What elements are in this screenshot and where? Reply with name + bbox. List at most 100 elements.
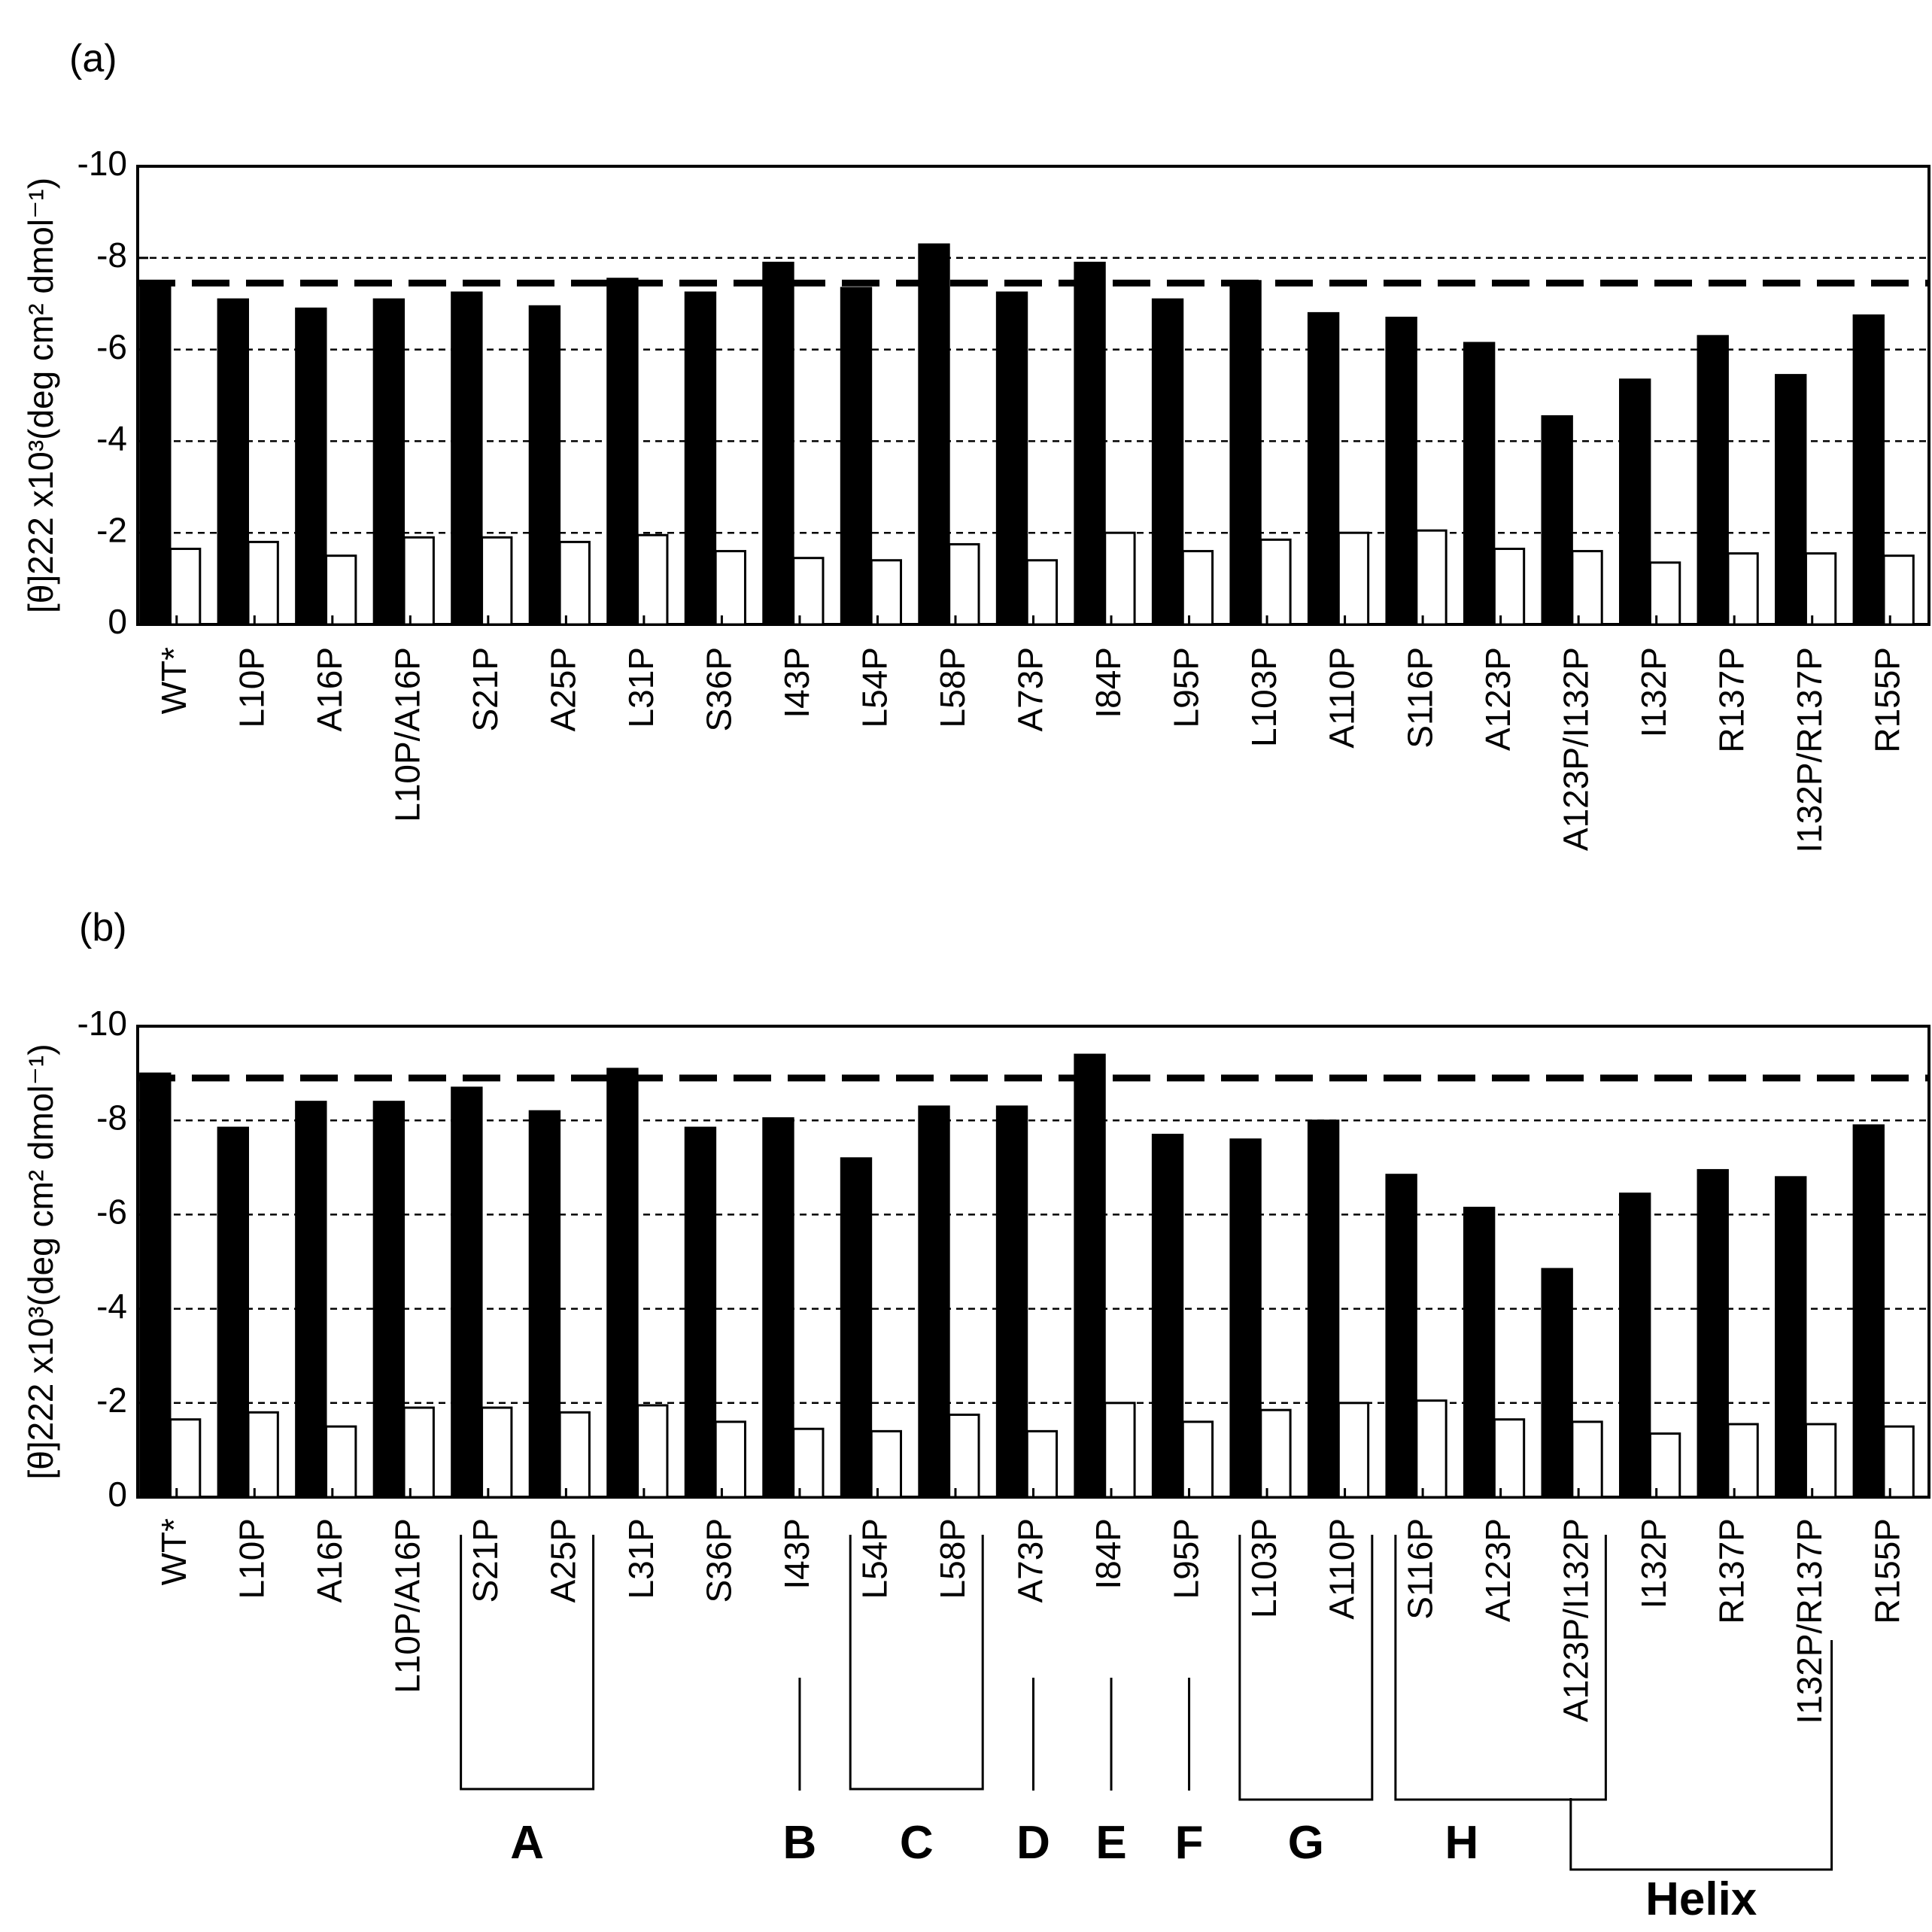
- y-tick-label: -4: [96, 419, 127, 458]
- bar-white: [1571, 550, 1603, 626]
- category-label: R155P: [1867, 647, 1906, 753]
- bar-black: [1619, 1192, 1651, 1498]
- y-tick-label: -8: [96, 235, 127, 275]
- y-tick-label: -10: [77, 1004, 127, 1043]
- bar-black: [840, 287, 873, 625]
- category-label: A25P: [544, 1518, 583, 1603]
- y-axis-label: [θ]222 x10³(deg cm² dmol⁻¹): [21, 178, 60, 613]
- y-tick-label: -6: [96, 1192, 127, 1232]
- bar-white: [1727, 552, 1759, 626]
- bar-white: [1493, 548, 1526, 626]
- category-label: A25P: [544, 647, 583, 732]
- category-label: A73P: [1011, 647, 1050, 732]
- bar-black: [1775, 374, 1807, 625]
- category-label: S116P: [1400, 647, 1439, 749]
- bar-white: [402, 536, 435, 626]
- bar-white: [1025, 1429, 1059, 1499]
- bar-white: [325, 1425, 357, 1499]
- y-tick-label: -4: [96, 1286, 127, 1326]
- bar-black: [1229, 280, 1262, 625]
- group-label: F: [1175, 1817, 1204, 1869]
- bar-black: [1385, 1174, 1417, 1498]
- bar-black: [139, 1072, 172, 1498]
- category-label: S21P: [466, 647, 505, 732]
- bar-white: [1727, 1423, 1759, 1499]
- group-label: Helix: [1645, 1873, 1757, 1925]
- group-label: D: [1016, 1817, 1050, 1869]
- category-label: L58P: [933, 1518, 972, 1599]
- bar-white: [1025, 559, 1059, 626]
- y-axis-label: [θ]222 x10³(deg cm² dmol⁻¹): [21, 1043, 60, 1479]
- bar-white: [1648, 561, 1681, 626]
- bar-black: [1541, 1268, 1573, 1498]
- bar-white: [792, 1427, 825, 1499]
- group-bracket: [849, 1535, 984, 1791]
- bar-white: [636, 1404, 669, 1499]
- group-b: B: [783, 1678, 816, 1869]
- bar-white: [1804, 552, 1837, 626]
- bar-black: [1463, 1207, 1496, 1498]
- group-label: G: [1288, 1817, 1324, 1869]
- bar-white: [1259, 1408, 1292, 1499]
- bar-black: [1619, 378, 1651, 625]
- group-g: G: [1238, 1535, 1374, 1869]
- group-label: E: [1095, 1817, 1126, 1869]
- bar-black: [840, 1157, 873, 1499]
- category-label: A73P: [1011, 1518, 1050, 1603]
- category-label: S116P: [1400, 1518, 1439, 1620]
- bar-white: [169, 1418, 202, 1499]
- category-label: A110P: [1323, 647, 1362, 749]
- bar-white: [1337, 531, 1370, 626]
- bar-black: [1697, 335, 1729, 625]
- category-label: R155P: [1867, 1518, 1906, 1624]
- category-label: A16P: [310, 1518, 349, 1603]
- bar-white: [247, 540, 279, 626]
- category-label: A16P: [310, 647, 349, 732]
- panel-label: (b): [79, 906, 127, 949]
- category-label: A123P: [1478, 1518, 1517, 1622]
- bar-white: [481, 1406, 513, 1499]
- bar-white: [948, 1413, 980, 1499]
- bar-black: [139, 280, 172, 625]
- category-label: A110P: [1323, 1518, 1362, 1620]
- category-label: L10P/A16P: [387, 1518, 427, 1694]
- category-label: L58P: [933, 647, 972, 728]
- bar-white: [1415, 1399, 1447, 1499]
- bar-black: [295, 307, 327, 625]
- category-label: A123P: [1478, 647, 1517, 751]
- group-f: F: [1175, 1678, 1204, 1869]
- bar-white: [1181, 550, 1214, 626]
- bar-white: [870, 559, 903, 626]
- category-label: L95P: [1167, 647, 1206, 728]
- bar-white: [1882, 554, 1915, 626]
- bar-black: [451, 291, 483, 625]
- y-tick-label: -10: [77, 144, 127, 183]
- category-label: I132P/R137P: [1790, 1518, 1829, 1724]
- bar-white: [1571, 1420, 1603, 1499]
- bar-black: [528, 1110, 561, 1499]
- category-label: WT*: [154, 1518, 193, 1586]
- bar-white: [247, 1411, 279, 1499]
- group-bracket: [1394, 1535, 1607, 1801]
- bar-black: [918, 243, 950, 625]
- y-tick-label: 0: [108, 1475, 127, 1514]
- bar-black: [217, 1126, 250, 1498]
- bar-white: [1882, 1425, 1915, 1499]
- bar-black: [606, 278, 639, 625]
- bar-black: [1541, 415, 1573, 626]
- bar-white: [558, 540, 591, 626]
- bar-white: [870, 1429, 903, 1499]
- group-h: H: [1394, 1535, 1607, 1869]
- y-tick-label: -2: [96, 1381, 127, 1420]
- bar-black: [1307, 1119, 1340, 1498]
- group-c: C: [849, 1535, 984, 1869]
- category-label: L31P: [621, 1518, 661, 1599]
- bar-white: [325, 554, 357, 626]
- category-label: L10P/A16P: [387, 647, 427, 822]
- category-label: I84P: [1089, 1518, 1128, 1590]
- bar-white: [1259, 538, 1292, 626]
- panel-label: (a): [69, 37, 117, 80]
- y-tick-label: 0: [108, 602, 127, 641]
- category-label: WT*: [154, 647, 193, 715]
